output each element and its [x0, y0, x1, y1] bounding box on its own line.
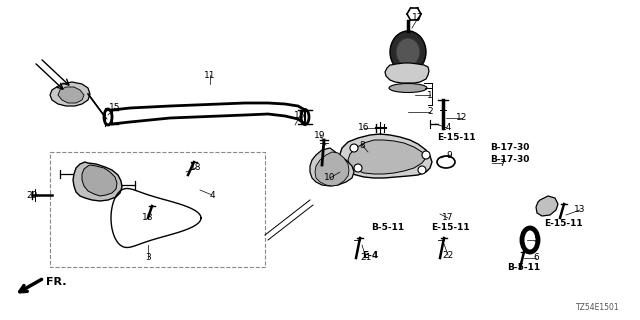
Ellipse shape	[389, 84, 427, 92]
Text: 15: 15	[294, 111, 306, 121]
Polygon shape	[315, 152, 349, 186]
Text: 14: 14	[442, 124, 452, 132]
Circle shape	[350, 144, 358, 152]
Circle shape	[354, 164, 362, 172]
Text: 16: 16	[358, 124, 370, 132]
Polygon shape	[340, 134, 432, 178]
Ellipse shape	[390, 31, 426, 73]
Polygon shape	[310, 148, 354, 186]
Text: B-5-11: B-5-11	[508, 263, 541, 273]
Text: 18: 18	[142, 213, 154, 222]
Bar	[50, 152, 265, 267]
Polygon shape	[536, 196, 558, 216]
Text: FR.: FR.	[46, 277, 67, 287]
Text: 17: 17	[442, 213, 454, 222]
Text: 17: 17	[412, 13, 424, 22]
Text: B-17-30: B-17-30	[490, 143, 530, 153]
Text: 21: 21	[360, 253, 372, 262]
Polygon shape	[50, 82, 90, 106]
Text: 9: 9	[446, 150, 452, 159]
Text: 18: 18	[190, 164, 202, 172]
Text: 20: 20	[26, 190, 38, 199]
Text: 4: 4	[209, 190, 215, 199]
Text: 5: 5	[533, 236, 539, 244]
Text: TZ54E1501: TZ54E1501	[577, 303, 620, 312]
Circle shape	[422, 151, 430, 159]
Text: 13: 13	[574, 205, 586, 214]
Text: 22: 22	[442, 251, 454, 260]
Ellipse shape	[396, 38, 420, 66]
Polygon shape	[385, 63, 429, 83]
Text: 19: 19	[314, 131, 326, 140]
Polygon shape	[348, 140, 426, 174]
Text: 8: 8	[359, 140, 365, 149]
Text: E-15-11: E-15-11	[436, 133, 476, 142]
Text: B-5-11: B-5-11	[371, 223, 404, 233]
Text: 12: 12	[456, 114, 468, 123]
Polygon shape	[58, 87, 84, 103]
Text: E-4: E-4	[362, 252, 378, 260]
Text: E-15-11: E-15-11	[544, 219, 582, 228]
Circle shape	[418, 166, 426, 174]
Text: 11: 11	[204, 70, 216, 79]
Polygon shape	[73, 162, 122, 201]
Text: B-17-30: B-17-30	[490, 156, 530, 164]
Text: 10: 10	[324, 173, 336, 182]
Text: E-15-11: E-15-11	[431, 223, 469, 233]
Text: 2: 2	[427, 108, 433, 116]
Text: 7: 7	[499, 158, 505, 167]
Polygon shape	[82, 165, 117, 196]
Text: 15: 15	[109, 103, 121, 113]
Text: 3: 3	[145, 253, 151, 262]
Text: 1: 1	[427, 91, 433, 100]
Text: 6: 6	[533, 253, 539, 262]
